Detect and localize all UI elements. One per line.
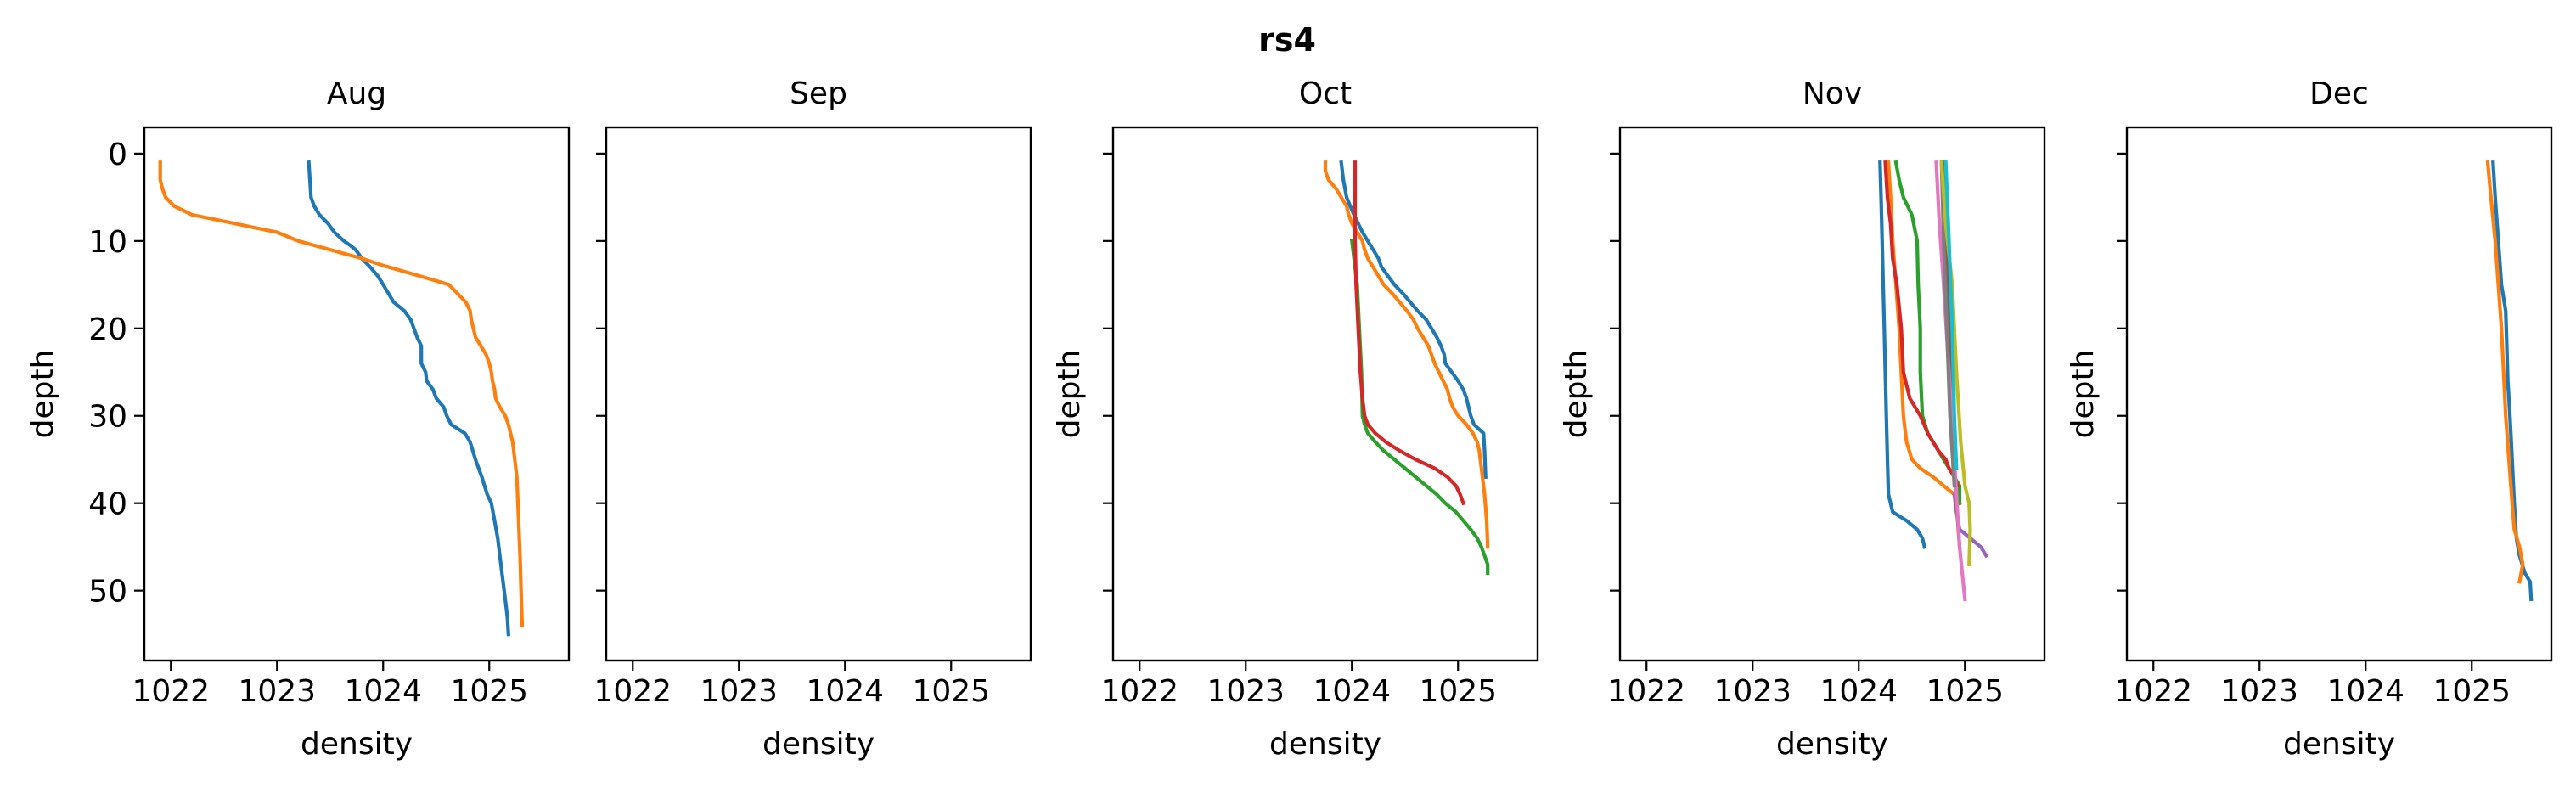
- panel-aug: Aug 1022 1023 1024 1025 density 0 10 20 30 40 50 dep…: [25, 76, 571, 762]
- series-line-4: [1353, 160, 1466, 506]
- x-axis-label: density: [762, 727, 875, 762]
- x-tick-label: 1022: [132, 674, 210, 709]
- series-line-7: [1934, 160, 1967, 602]
- y-axis-label: depth: [1559, 350, 1594, 439]
- y-axis-label: depth: [25, 350, 60, 439]
- x-tick-label: 1025: [1926, 674, 2004, 709]
- panel-title: Oct: [1299, 76, 1352, 111]
- panel-title: Nov: [1803, 76, 1862, 111]
- y-tick-label: 0: [108, 138, 127, 172]
- x-tick-label: 1022: [1607, 674, 1685, 709]
- figure-suptitle: rs4: [1258, 21, 1316, 59]
- x-axis-label: density: [2283, 727, 2395, 762]
- panel-title: Sep: [790, 76, 847, 111]
- x-tick-label: 1024: [344, 674, 422, 709]
- panel-title: Aug: [327, 76, 386, 111]
- x-tick-label: 1023: [1206, 674, 1285, 709]
- y-tick-label: 30: [88, 400, 127, 435]
- y-tick-label: 10: [88, 225, 127, 260]
- x-tick-label: 1022: [2114, 674, 2192, 709]
- y-axis-label: depth: [1052, 350, 1087, 439]
- panel-nov: Nov 1022 1023 1024 1025 density depth: [1559, 76, 2046, 762]
- y-axis-label: depth: [2066, 350, 2101, 439]
- x-tick-label: 1023: [700, 674, 778, 709]
- series-line-1: [307, 160, 511, 637]
- axes-frame: [1618, 126, 2046, 662]
- series-line-10: [1943, 160, 1959, 470]
- y-tick-label: 40: [88, 487, 127, 522]
- series-line-4: [1883, 160, 1960, 488]
- x-tick-label: 1023: [1713, 674, 1791, 709]
- x-tick-label: 1023: [238, 674, 316, 709]
- x-axis-label: density: [1776, 727, 1888, 762]
- y-tick-label: 50: [88, 575, 127, 610]
- y-tick-label: 20: [88, 312, 127, 347]
- x-tick-label: 1024: [2326, 674, 2404, 709]
- x-tick-label: 1025: [1419, 674, 1497, 709]
- panel-oct: Oct 1022 1023 1024 1025 density depth: [1052, 76, 1539, 762]
- axes-frame: [1111, 126, 1539, 662]
- series-line-2: [1323, 160, 1490, 549]
- x-tick-label: 1022: [1100, 674, 1178, 709]
- x-tick-label: 1025: [912, 674, 990, 709]
- x-tick-label: 1022: [593, 674, 672, 709]
- series-line-1: [1339, 160, 1488, 479]
- axes-frame: [605, 126, 1032, 662]
- panel-title: Dec: [2309, 76, 2369, 111]
- series-line-2: [2485, 160, 2525, 584]
- x-tick-label: 1024: [1820, 674, 1898, 709]
- series-line-2: [158, 160, 525, 627]
- series-line-1: [2491, 160, 2534, 602]
- series-line-1: [1878, 160, 1927, 549]
- x-tick-label: 1025: [2433, 674, 2511, 709]
- x-axis-label: density: [1269, 727, 1381, 762]
- series-line-8: [1939, 160, 1957, 488]
- x-tick-label: 1025: [450, 674, 528, 709]
- panel-sep: Sep 1022 1023 1024 1025 density: [593, 76, 1032, 762]
- x-axis-label: density: [301, 727, 413, 762]
- x-tick-label: 1023: [2220, 674, 2298, 709]
- axes-frame: [2125, 126, 2553, 662]
- x-tick-label: 1024: [806, 674, 884, 709]
- x-tick-label: 1024: [1313, 674, 1391, 709]
- panel-dec: Dec 1022 1023 1024 1025 density depth: [2066, 76, 2553, 762]
- axes-frame: [143, 126, 571, 662]
